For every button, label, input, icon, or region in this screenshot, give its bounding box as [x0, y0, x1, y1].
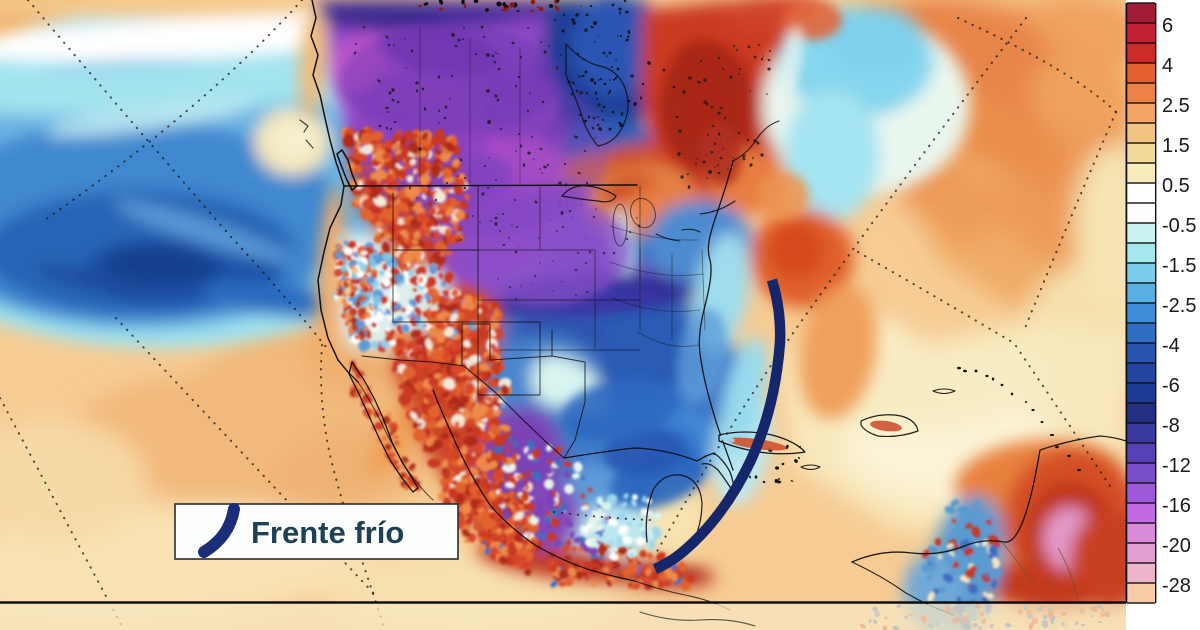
- svg-text:-8: -8: [1162, 415, 1180, 437]
- svg-text:-20: -20: [1162, 535, 1191, 557]
- svg-text:2.5: 2.5: [1162, 95, 1190, 117]
- svg-text:1.5: 1.5: [1162, 135, 1190, 157]
- svg-text:6: 6: [1162, 15, 1173, 37]
- svg-text:-16: -16: [1162, 495, 1191, 517]
- svg-text:-0.5: -0.5: [1162, 215, 1196, 237]
- svg-text:-6: -6: [1162, 375, 1180, 397]
- svg-text:-4: -4: [1162, 335, 1180, 357]
- svg-text:-2.5: -2.5: [1162, 295, 1196, 317]
- svg-text:-1.5: -1.5: [1162, 255, 1196, 277]
- svg-text:0.5: 0.5: [1162, 175, 1190, 197]
- svg-text:Frente frío: Frente frío: [251, 515, 404, 550]
- svg-text:4: 4: [1162, 55, 1173, 77]
- svg-text:-28: -28: [1162, 575, 1191, 597]
- svg-text:-12: -12: [1162, 455, 1191, 477]
